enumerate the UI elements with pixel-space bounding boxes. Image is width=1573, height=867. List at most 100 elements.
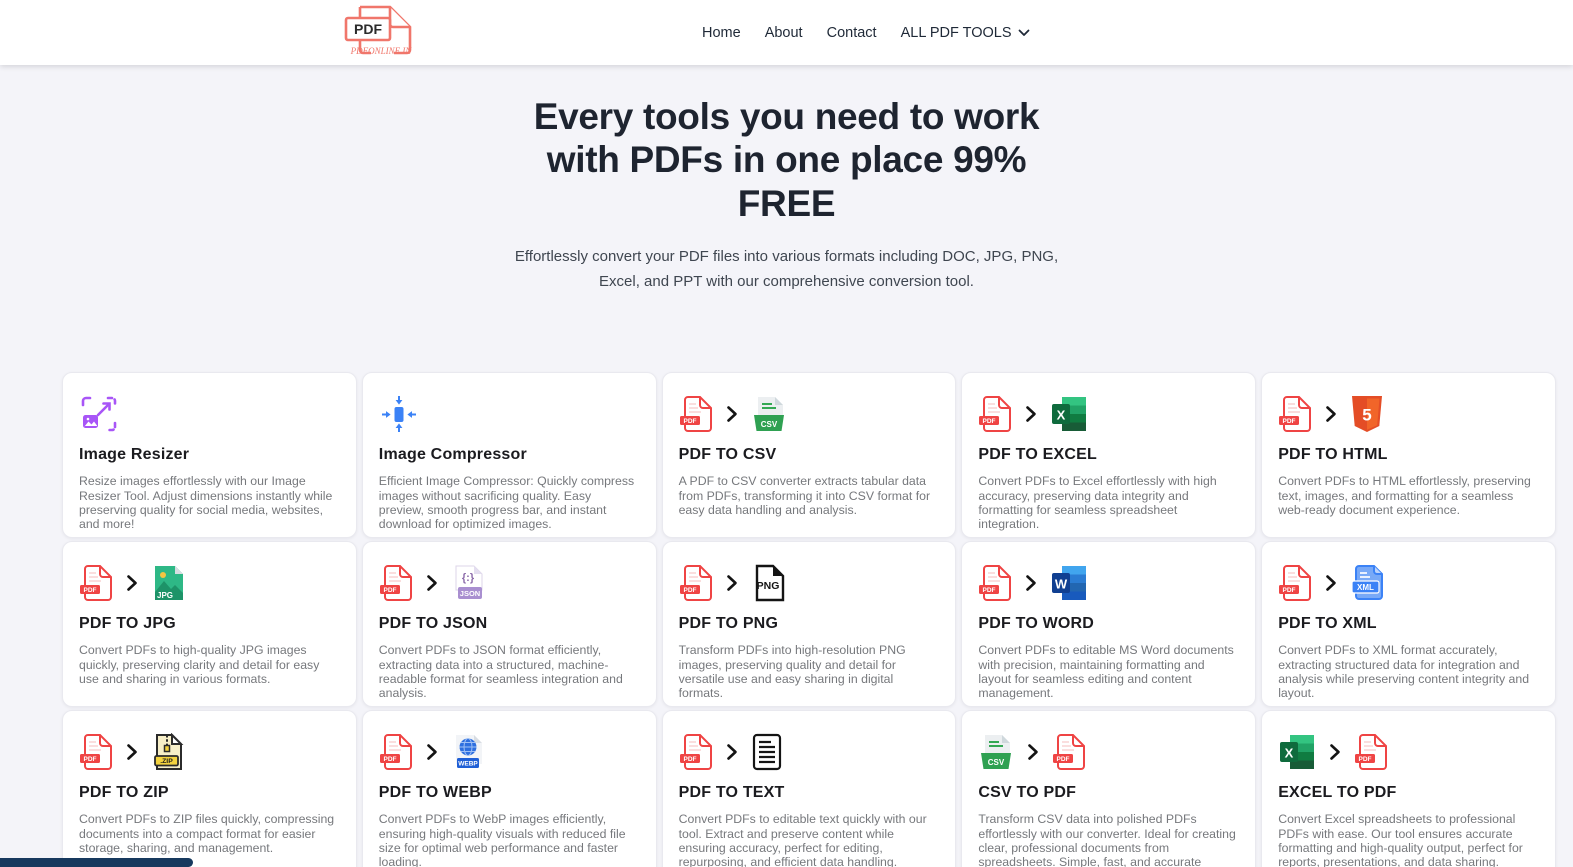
tool-card[interactable]: CSV PDF CSV TO PDF Transform CSV data in…: [961, 710, 1257, 867]
tool-card[interactable]: PDF .ZIP PDF TO ZIP Convert PDFs to ZIP …: [62, 710, 357, 867]
svg-text:XML: XML: [1357, 583, 1374, 592]
svg-text:PDF: PDF: [683, 587, 696, 594]
tool-description: A PDF to CSV converter extracts tabular …: [678, 474, 931, 517]
tools-grid: Image Resizer Resize images effortlessly…: [0, 372, 1573, 867]
tool-title: PDF TO WORD: [978, 615, 1095, 633]
arrow-right-icon: [126, 574, 138, 592]
svg-text:PDF: PDF: [683, 418, 696, 425]
tool-description: Convert PDFs to editable MS Word documen…: [978, 643, 1234, 701]
tool-card[interactable]: Image Resizer Resize images effortlessly…: [62, 372, 357, 539]
nav-label: Home: [702, 24, 741, 41]
svg-text:WEBP: WEBP: [458, 761, 478, 768]
tool-description: Convert PDFs to WebP images efficiently,…: [378, 812, 626, 867]
tool-card[interactable]: PDF CSV PDF TO CSV A PDF to CSV converte…: [661, 372, 957, 539]
tool-card[interactable]: X PDF EXCEL TO PDF Convert Excel spreads…: [1261, 710, 1556, 867]
header: PDF PDFONLINE.IN Home About Contact ALL …: [0, 0, 1573, 65]
zip-icon: .ZIP: [151, 733, 185, 771]
arrow-right-icon: [1329, 743, 1341, 761]
tool-icon-row: PDF W: [978, 560, 1239, 606]
nav-item-about[interactable]: About: [765, 25, 803, 41]
nav-label: About: [764, 24, 803, 41]
nav-item-contact[interactable]: Contact: [827, 25, 877, 41]
chevron-down-icon: [1018, 29, 1029, 36]
svg-text:PDF: PDF: [84, 587, 97, 594]
svg-text:X: X: [1057, 408, 1066, 423]
pdf-icon: PDF: [978, 564, 1012, 602]
arrow-right-icon: [1325, 405, 1337, 423]
tool-title: CSV TO PDF: [978, 784, 1077, 802]
nav-item-home[interactable]: Home: [702, 25, 741, 41]
tool-description: Convert PDFs to XML format accurately, e…: [1278, 643, 1530, 701]
svg-text:PDF: PDF: [983, 418, 996, 425]
webp-icon: WEBP: [451, 733, 485, 771]
svg-text:CSV: CSV: [988, 758, 1005, 767]
tool-card[interactable]: PDF X PDF TO EXCEL Convert PDFs to Excel…: [961, 372, 1257, 539]
tool-card[interactable]: PDF W PDF TO WORD Convert PDFs to editab…: [961, 541, 1257, 708]
pdf-logo-icon: PDF PDFONLINE.IN: [344, 5, 412, 56]
tool-card[interactable]: PDF PNG PDF TO PNG Transform PDFs into h…: [661, 541, 957, 708]
tool-description: Convert PDFs to editable text quickly wi…: [678, 812, 927, 867]
html5-icon: 5: [1350, 395, 1384, 433]
tool-icon-row: CSV PDF: [978, 729, 1239, 775]
tool-description: Efficient Image Compressor: Quickly comp…: [378, 474, 635, 532]
pdf-icon: PDF: [1052, 733, 1086, 771]
tool-title: PDF TO EXCEL: [978, 446, 1097, 464]
tool-icon-row: PDF {:} JSON: [379, 560, 640, 606]
bottom-navy-bar: [0, 858, 193, 867]
tool-card[interactable]: PDF JPG PDF TO JPG Convert PDFs to high-…: [62, 541, 357, 708]
svg-text:PDF: PDF: [983, 587, 996, 594]
tool-description: Convert PDFs to ZIP files quickly, compr…: [79, 812, 335, 855]
arrow-right-icon: [726, 405, 738, 423]
tool-title: PDF TO JPG: [79, 615, 176, 633]
svg-text:PDF: PDF: [1359, 756, 1372, 763]
json-icon: {:} JSON: [451, 564, 485, 602]
tool-card[interactable]: PDF WEBP PDF TO WEBP Convert PDFs to Web…: [361, 710, 657, 867]
pdf-icon: PDF: [679, 564, 713, 602]
tool-icon-row: X PDF: [1278, 729, 1539, 775]
site-logo[interactable]: PDF PDFONLINE.IN: [338, 4, 428, 62]
csv-icon: CSV: [978, 733, 1014, 771]
tool-icon-row: PDF XML: [1278, 560, 1539, 606]
pdf-icon: PDF: [1278, 564, 1312, 602]
svg-text:PNG: PNG: [756, 580, 779, 592]
arrow-right-icon: [1027, 743, 1039, 761]
tool-title: PDF TO JSON: [378, 615, 488, 633]
tool-title: PDF TO HTML: [1278, 446, 1388, 464]
csv-icon: CSV: [751, 395, 787, 433]
tool-card[interactable]: PDF XML PDF TO XML Convert PDFs to XML f…: [1261, 541, 1556, 708]
tool-card[interactable]: PDF PDF TO TEXT Convert PDFs to editable…: [661, 710, 957, 867]
svg-text:PDF: PDF: [383, 756, 396, 763]
tool-description: Convert PDFs to HTML effortlessly, prese…: [1278, 474, 1531, 517]
svg-text:PDF: PDF: [1057, 756, 1070, 763]
hero-title: Every tools you need to work with PDFs i…: [533, 96, 1040, 224]
tool-title: PDF TO PNG: [678, 615, 779, 633]
svg-text:PDF: PDF: [383, 587, 396, 594]
tool-title: EXCEL TO PDF: [1278, 784, 1397, 802]
pdf-icon: PDF: [379, 564, 413, 602]
tool-title: PDF TO CSV: [678, 446, 777, 464]
svg-text:.ZIP: .ZIP: [160, 759, 173, 766]
arrow-right-icon: [1025, 405, 1037, 423]
svg-text:PDF: PDF: [84, 756, 97, 763]
tool-title: PDF TO XML: [1278, 615, 1377, 633]
tool-icon-row: PDF .ZIP: [79, 729, 340, 775]
pdf-icon: PDF: [679, 733, 713, 771]
tool-icon-row: PDF X: [978, 391, 1239, 437]
svg-text:JPG: JPG: [157, 591, 173, 600]
arrow-right-icon: [426, 743, 438, 761]
tool-card[interactable]: PDF {:} JSON PDF TO JSON Convert PDFs to…: [361, 541, 657, 708]
tool-icon-row: PDF JPG: [79, 560, 340, 606]
tool-description: Convert PDFs to high-quality JPG images …: [79, 643, 320, 686]
tool-title: Image Compressor: [378, 446, 527, 464]
svg-text:{:}: {:}: [462, 572, 475, 584]
jpg-icon: JPG: [151, 564, 187, 602]
arrow-right-icon: [126, 743, 138, 761]
tool-icon-row: PDF: [679, 729, 940, 775]
hero-subtitle: Effortlessly convert your PDF files into…: [514, 247, 1059, 290]
tool-card[interactable]: PDF 5 PDF TO HTML Convert PDFs to HTML e…: [1261, 372, 1556, 539]
nav-item-all-pdf-tools[interactable]: ALL PDF TOOLS: [901, 25, 1030, 41]
svg-text:X: X: [1285, 746, 1294, 761]
excel-icon: X: [1278, 734, 1316, 770]
tool-card[interactable]: Image Compressor Efficient Image Compres…: [361, 372, 657, 539]
